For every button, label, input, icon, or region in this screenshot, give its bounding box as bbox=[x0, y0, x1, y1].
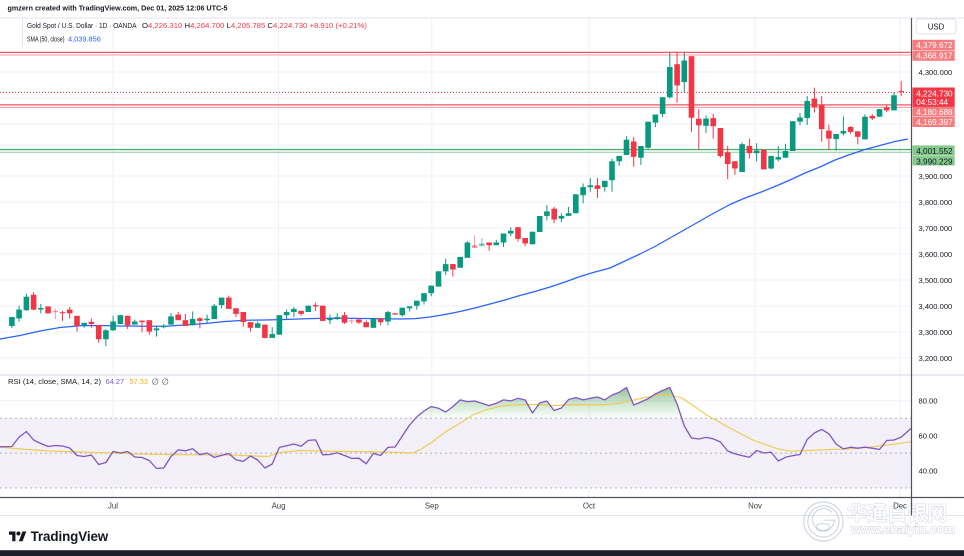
svg-text:∅: ∅ bbox=[162, 376, 170, 386]
svg-text:3,990.229: 3,990.229 bbox=[916, 157, 953, 166]
svg-text:4,001.552: 4,001.552 bbox=[916, 147, 953, 156]
svg-text:∅: ∅ bbox=[152, 376, 160, 386]
svg-text:Jul: Jul bbox=[108, 501, 118, 510]
svg-text:4,180.688: 4,180.688 bbox=[916, 108, 953, 117]
svg-text:4,368.917: 4,368.917 bbox=[916, 52, 953, 61]
svg-text:Gold Spot / U.S. Dollar · 1D ·: Gold Spot / U.S. Dollar · 1D · OANDA bbox=[27, 21, 137, 30]
svg-text:3,200.000: 3,200.000 bbox=[919, 354, 953, 363]
svg-text:4,039.856: 4,039.856 bbox=[68, 34, 101, 43]
svg-text:Nov: Nov bbox=[748, 501, 762, 510]
svg-text:3,300.000: 3,300.000 bbox=[919, 328, 953, 337]
svg-text:RSI (14, close, SMA, 14, 2): RSI (14, close, SMA, 14, 2) bbox=[8, 377, 101, 386]
svg-text:www.ebaiyin.com: www.ebaiyin.com bbox=[850, 523, 955, 537]
svg-text:3,800.000: 3,800.000 bbox=[919, 198, 953, 207]
svg-text:Oct: Oct bbox=[583, 501, 596, 510]
svg-text:3,900.000: 3,900.000 bbox=[919, 172, 953, 181]
svg-text:Dec: Dec bbox=[893, 501, 907, 510]
svg-text:Sep: Sep bbox=[425, 501, 440, 510]
svg-text:Aug: Aug bbox=[272, 501, 286, 510]
svg-text:57.33: 57.33 bbox=[130, 377, 149, 386]
svg-text:gmzern created with TradingVie: gmzern created with TradingView.com, Dec… bbox=[8, 3, 229, 12]
svg-text:80.00: 80.00 bbox=[919, 397, 938, 406]
svg-text:4,300.000: 4,300.000 bbox=[919, 68, 953, 77]
svg-text:04:53:44: 04:53:44 bbox=[916, 98, 948, 107]
svg-text:华通白银网: 华通白银网 bbox=[848, 502, 948, 525]
svg-text:SMA (50, close): SMA (50, close) bbox=[27, 34, 65, 43]
svg-text:3,700.000: 3,700.000 bbox=[919, 224, 953, 233]
svg-text:4,169.397: 4,169.397 bbox=[916, 118, 953, 127]
svg-text:40.00: 40.00 bbox=[919, 466, 938, 475]
svg-text:3,400.000: 3,400.000 bbox=[919, 302, 953, 311]
svg-text:3,600.000: 3,600.000 bbox=[919, 250, 953, 259]
svg-text:TradingView: TradingView bbox=[31, 529, 109, 544]
svg-text:3,500.000: 3,500.000 bbox=[919, 276, 953, 285]
svg-text:4,224.730: 4,224.730 bbox=[916, 90, 953, 99]
svg-text:USD: USD bbox=[928, 22, 945, 31]
svg-text:64.27: 64.27 bbox=[106, 377, 125, 386]
svg-text:60.00: 60.00 bbox=[919, 431, 938, 440]
svg-text:4,379.672: 4,379.672 bbox=[916, 41, 953, 50]
svg-text:O4,226.310 H4,264.700 L4,205.7: O4,226.310 H4,264.700 L4,205.785 C4,224.… bbox=[142, 21, 367, 30]
